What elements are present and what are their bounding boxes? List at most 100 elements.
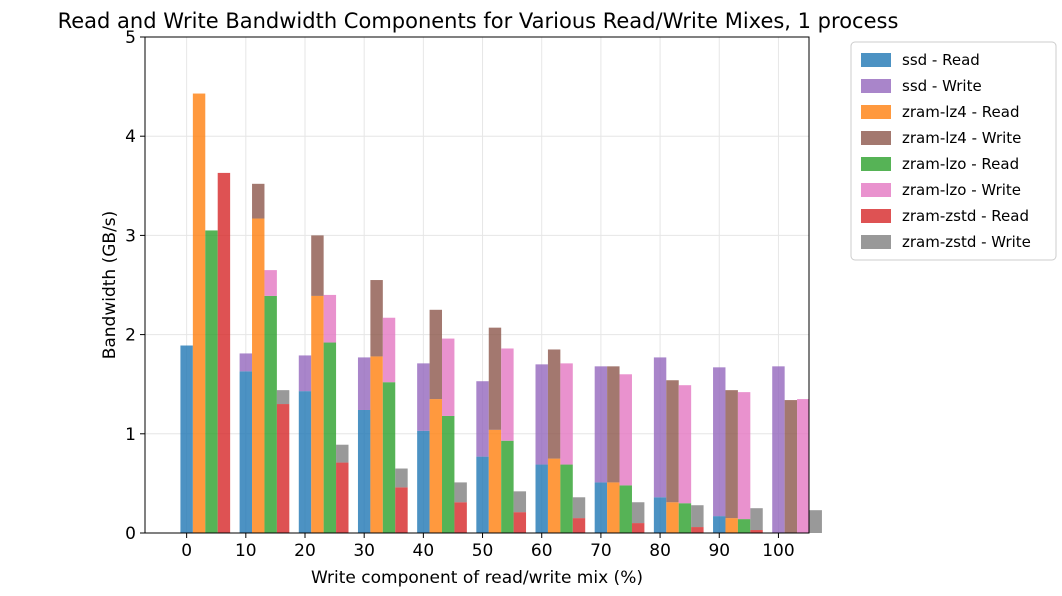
- bar-ssd-write: [535, 364, 548, 465]
- legend-label-zram-lzo-read: zram-lzo - Read: [902, 155, 1019, 173]
- bar-ssd-write: [772, 366, 785, 533]
- bar-ssd-write: [239, 353, 253, 372]
- bar-ssd-write: [417, 363, 430, 431]
- bar-zram-lz4-write: [311, 235, 324, 296]
- bar-zram-lzo-read: [205, 230, 218, 533]
- bar-zram-lzo-read: [560, 464, 573, 533]
- bar-zram-zstd-read: [276, 404, 290, 533]
- legend-label-zram-lz4-write: zram-lz4 - Write: [902, 129, 1021, 147]
- y-axis-label: Bandwidth (GB/s): [100, 211, 120, 360]
- bar-ssd-write: [594, 366, 608, 483]
- bar-zram-lzo-read: [442, 415, 455, 533]
- bar-zram-lz4-write: [607, 366, 620, 483]
- legend-label-zram-lzo-write: zram-lzo - Write: [902, 181, 1021, 199]
- bar-zram-zstd-read: [454, 502, 467, 533]
- bar-zram-lzo-write: [560, 363, 573, 465]
- legend-label-ssd-write: ssd - Write: [902, 77, 982, 95]
- bar-zram-zstd-write: [336, 444, 349, 463]
- y-tick-label: 2: [125, 326, 136, 346]
- bar-zram-zstd-write: [750, 508, 763, 531]
- x-axis-label: Write component of read/write mix (%): [311, 568, 643, 588]
- bar-ssd-write: [653, 357, 667, 498]
- bar-zram-lzo-write: [382, 317, 396, 383]
- bar-zram-lz4-read: [252, 218, 265, 533]
- bar-zram-lzo-write: [264, 270, 277, 296]
- bar-zram-zstd-read: [691, 527, 704, 533]
- bar-zram-lzo-write: [619, 374, 632, 486]
- bar-zram-lzo-read: [501, 440, 514, 533]
- chart-title: Read and Write Bandwidth Components for …: [58, 9, 899, 33]
- legend-swatch-ssd-read: [861, 53, 891, 67]
- bar-zram-lzo-write: [323, 294, 337, 343]
- bar-zram-zstd-read: [513, 512, 527, 533]
- bar-ssd-write: [713, 367, 726, 517]
- bar-zram-lz4-write: [666, 380, 679, 503]
- x-tick-label: 10: [235, 541, 257, 561]
- x-tick-label: 70: [590, 541, 612, 561]
- legend-label-zram-zstd-read: zram-zstd - Read: [902, 207, 1029, 225]
- bar-zram-lz4-write: [725, 390, 738, 519]
- x-tick-label: 60: [531, 541, 553, 561]
- x-tick-label: 50: [472, 541, 494, 561]
- x-tick-label: 0: [181, 541, 192, 561]
- bar-zram-lz4-read: [547, 458, 561, 533]
- legend: ssd - Read ssd - Write zram-lz4 - Read zram…: [850, 41, 1057, 261]
- bar-zram-lz4-read: [725, 518, 738, 533]
- legend-swatch-zram-lz4-read: [861, 105, 891, 119]
- bar-ssd-write: [476, 381, 489, 457]
- bar-zram-lzo-write: [737, 392, 751, 520]
- y-axis-ticks: 0 1 2 3 4 5: [125, 28, 145, 544]
- bar-zram-lzo-read: [323, 342, 337, 533]
- bar-zram-lz4-read: [192, 93, 206, 533]
- bar-zram-zstd-write: [395, 468, 408, 488]
- legend-swatch-zram-zstd-read: [861, 209, 891, 223]
- bar-zram-lzo-read: [264, 295, 277, 533]
- bar-zram-lzo-write: [501, 348, 514, 441]
- bar-ssd-read: [713, 516, 726, 533]
- legend-swatch-zram-lzo-read: [861, 157, 891, 171]
- bar-zram-zstd-write: [809, 510, 822, 533]
- bar-zram-lzo-write: [442, 338, 455, 416]
- bar-zram-zstd-write: [513, 491, 527, 513]
- x-axis-ticks: 0 10 20 30 40 50 60 70 80 90 100: [181, 533, 795, 561]
- bar-zram-zstd-read: [750, 530, 763, 533]
- bar-zram-lzo-read: [382, 382, 396, 533]
- bar-zram-lzo-read: [737, 519, 751, 533]
- bar-zram-lz4-write: [429, 309, 443, 400]
- bar-zram-zstd-read: [631, 523, 645, 533]
- bar-zram-zstd-read: [395, 487, 408, 533]
- legend-swatch-zram-lz4-write: [861, 131, 891, 145]
- plot-frame: [144, 36, 810, 534]
- x-tick-label: 20: [294, 541, 316, 561]
- y-tick-label: 3: [125, 226, 136, 246]
- legend-swatch-zram-lzo-write: [861, 183, 891, 197]
- bar-ssd-read: [298, 391, 312, 533]
- bar-zram-lz4-read: [607, 482, 620, 533]
- x-tick-label: 40: [413, 541, 435, 561]
- legend-label-zram-zstd-write: zram-zstd - Write: [902, 233, 1031, 251]
- legend-swatch-zram-zstd-write: [861, 235, 891, 249]
- legend-label-ssd-read: ssd - Read: [902, 51, 980, 69]
- bar-zram-zstd-read: [336, 462, 349, 533]
- bar-zram-lz4-read: [311, 295, 324, 533]
- bar-ssd-read: [594, 482, 608, 533]
- bar-zram-lz4-read: [488, 429, 502, 533]
- bar-zram-lz4-write: [370, 280, 383, 357]
- y-tick-label: 5: [125, 28, 136, 48]
- bar-ssd-read: [653, 497, 667, 533]
- bar-ssd-read: [535, 464, 548, 533]
- bar-ssd-read: [239, 371, 253, 533]
- x-tick-label: 90: [708, 541, 730, 561]
- bar-zram-lzo-read: [619, 485, 632, 533]
- y-tick-label: 0: [125, 524, 136, 544]
- bar-ssd-read: [357, 409, 371, 533]
- y-tick-label: 4: [125, 127, 136, 147]
- bar-zram-zstd-read: [572, 518, 586, 533]
- bar-zram-lzo-write: [797, 399, 810, 533]
- y-tick-label: 1: [125, 425, 136, 445]
- bars-group: [180, 93, 822, 534]
- x-tick-label: 100: [762, 541, 794, 561]
- bar-ssd-write: [298, 355, 312, 392]
- bar-zram-lz4-read: [666, 502, 679, 533]
